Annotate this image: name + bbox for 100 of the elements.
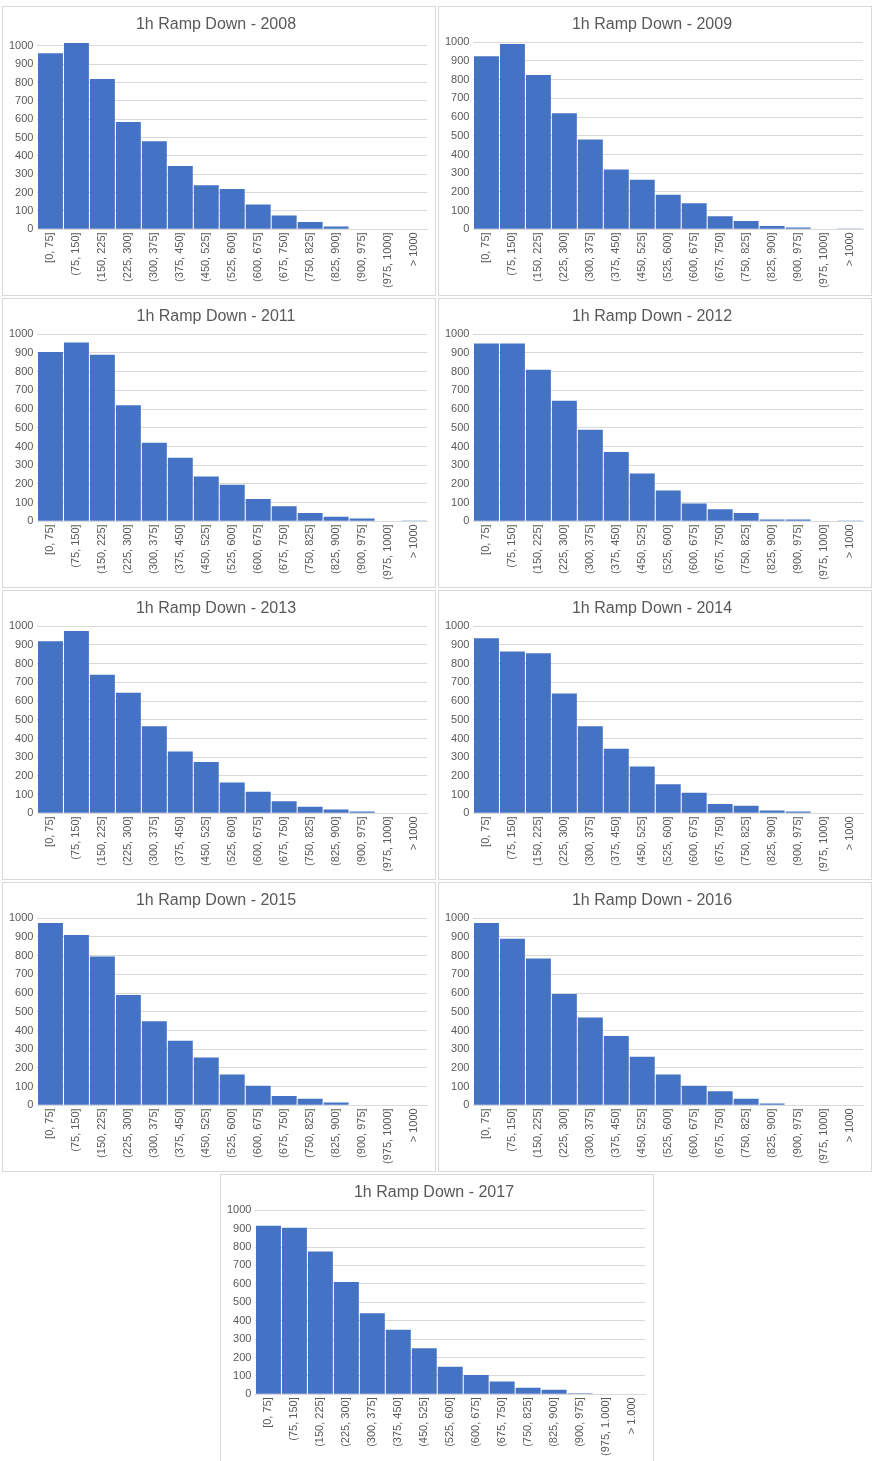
y-tick-label: 0 xyxy=(462,514,469,527)
y-tick-label: 700 xyxy=(14,93,33,106)
x-tick-label: (900, 975] xyxy=(572,1397,585,1447)
y-tick-label: 300 xyxy=(450,750,469,763)
x-tick-label: (750, 825] xyxy=(302,1108,315,1158)
y-tick-label: 400 xyxy=(450,439,469,452)
x-tick-label: (825, 900] xyxy=(546,1397,559,1447)
chart-title: 1h Ramp Down - 2012 xyxy=(571,307,732,325)
x-tick-label: (525, 600] xyxy=(224,232,237,282)
x-tick-label: (975, 1000] xyxy=(816,232,829,288)
x-tick-label: (300, 375] xyxy=(146,1108,159,1158)
y-tick-label: 300 xyxy=(450,458,469,471)
x-tick-label: (375, 450] xyxy=(172,524,185,574)
y-tick-label: 500 xyxy=(232,1295,251,1308)
y-tick-label: 0 xyxy=(462,806,469,819)
y-tick-label: 0 xyxy=(244,1387,251,1400)
y-tick-label: 0 xyxy=(26,1098,33,1111)
x-tick-label: (375, 450] xyxy=(390,1397,403,1447)
y-tick-label: 200 xyxy=(450,476,469,489)
y-tick-label: 900 xyxy=(232,1221,251,1234)
y-tick-label: 900 xyxy=(14,57,33,70)
x-tick-label: (975, 1000] xyxy=(380,524,393,580)
x-tick-label: > 1000 xyxy=(842,816,855,851)
y-tick-label: 0 xyxy=(462,1098,469,1111)
x-tick-label: (675, 750] xyxy=(712,1108,725,1158)
x-tick-label: (225, 300] xyxy=(120,816,133,866)
x-tick-label: (225, 300] xyxy=(120,232,133,282)
x-tick-label: (525, 600] xyxy=(442,1397,455,1447)
x-tick-label: (600, 675] xyxy=(686,816,699,866)
y-tick-label: 100 xyxy=(232,1368,251,1381)
chart-title: 1h Ramp Down - 2008 xyxy=(135,15,296,33)
x-tick-label: (600, 675] xyxy=(250,232,263,282)
x-tick-label: (900, 975] xyxy=(790,232,803,282)
y-tick-label: 500 xyxy=(14,130,33,143)
x-tick-label: (450, 525] xyxy=(634,816,647,866)
y-tick-label: 900 xyxy=(14,929,33,942)
x-tick-label: (900, 975] xyxy=(790,1108,803,1158)
y-tick-label: 1000 xyxy=(444,911,469,924)
y-tick-label: 900 xyxy=(14,345,33,358)
x-tick-label: (900, 975] xyxy=(354,524,367,574)
x-tick-label: [0, 75] xyxy=(478,816,491,847)
y-tick-label: 500 xyxy=(450,128,469,141)
y-tick-label: 0 xyxy=(26,806,33,819)
y-tick-label: 800 xyxy=(14,656,33,669)
x-tick-label: (450, 525] xyxy=(634,1108,647,1158)
x-tick-label: (825, 900] xyxy=(764,524,777,574)
y-tick-label: 800 xyxy=(450,72,469,85)
x-tick-label: (300, 375] xyxy=(146,524,159,574)
x-tick-label: > 1000 xyxy=(842,524,855,559)
x-tick-label: (525, 600] xyxy=(224,1108,237,1158)
y-tick-label: 600 xyxy=(450,402,469,415)
y-tick-label: 1000 xyxy=(444,619,469,632)
y-tick-label: 500 xyxy=(450,1004,469,1017)
x-tick-label: (300, 375] xyxy=(146,816,159,866)
x-tick-label: [0, 75] xyxy=(478,232,491,263)
x-tick-label: (150, 225] xyxy=(94,816,107,866)
y-tick-label: 300 xyxy=(14,750,33,763)
y-tick-label: 500 xyxy=(14,712,33,725)
x-tick-label: (225, 300] xyxy=(120,1108,133,1158)
chart-title: 1h Ramp Down - 2017 xyxy=(353,1183,514,1201)
x-tick-label: (75, 150] xyxy=(504,524,517,568)
y-tick-label: 0 xyxy=(462,222,469,235)
y-tick-label: 400 xyxy=(450,147,469,160)
y-tick-label: 600 xyxy=(450,110,469,123)
y-tick-label: 900 xyxy=(450,53,469,66)
x-tick-label: (525, 600] xyxy=(224,524,237,574)
y-tick-label: 600 xyxy=(14,986,33,999)
x-tick-label: (75, 150] xyxy=(68,816,81,860)
y-tick-label: 900 xyxy=(450,637,469,650)
y-tick-label: 100 xyxy=(450,203,469,216)
x-tick-label: (675, 750] xyxy=(276,1108,289,1158)
y-tick-label: 900 xyxy=(14,637,33,650)
x-tick-label: (825, 900] xyxy=(328,232,341,282)
x-tick-label: (225, 300] xyxy=(556,232,569,282)
x-tick-label: (900, 975] xyxy=(790,524,803,574)
y-tick-label: 400 xyxy=(14,439,33,452)
x-tick-label: (150, 225] xyxy=(530,232,543,282)
x-tick-label: (375, 450] xyxy=(608,1108,621,1158)
x-tick-label: (375, 450] xyxy=(608,524,621,574)
y-tick-label: 1000 xyxy=(8,911,33,924)
y-tick-label: 200 xyxy=(450,1060,469,1073)
x-tick-label: (675, 750] xyxy=(712,232,725,282)
x-tick-label: > 1000 xyxy=(406,232,419,267)
x-tick-label: (900, 975] xyxy=(790,816,803,866)
x-tick-label: (300, 375] xyxy=(582,816,595,866)
y-tick-label: 200 xyxy=(450,184,469,197)
chart-title: 1h Ramp Down - 2016 xyxy=(571,891,732,909)
y-tick-label: 300 xyxy=(450,1042,469,1055)
x-tick-label: (975, 1000] xyxy=(816,524,829,580)
x-tick-label: (375, 450] xyxy=(172,1108,185,1158)
x-tick-label: (375, 450] xyxy=(608,816,621,866)
x-tick-label: (750, 825] xyxy=(738,524,751,574)
y-tick-label: 300 xyxy=(14,167,33,180)
x-tick-label: (150, 225] xyxy=(530,1108,543,1158)
y-tick-label: 700 xyxy=(450,383,469,396)
x-tick-label: (600, 675] xyxy=(250,1108,263,1158)
x-tick-label: (75, 150] xyxy=(68,1108,81,1152)
y-tick-label: 100 xyxy=(450,495,469,508)
x-tick-label: (150, 225] xyxy=(94,1108,107,1158)
x-tick-label: (225, 300] xyxy=(556,524,569,574)
